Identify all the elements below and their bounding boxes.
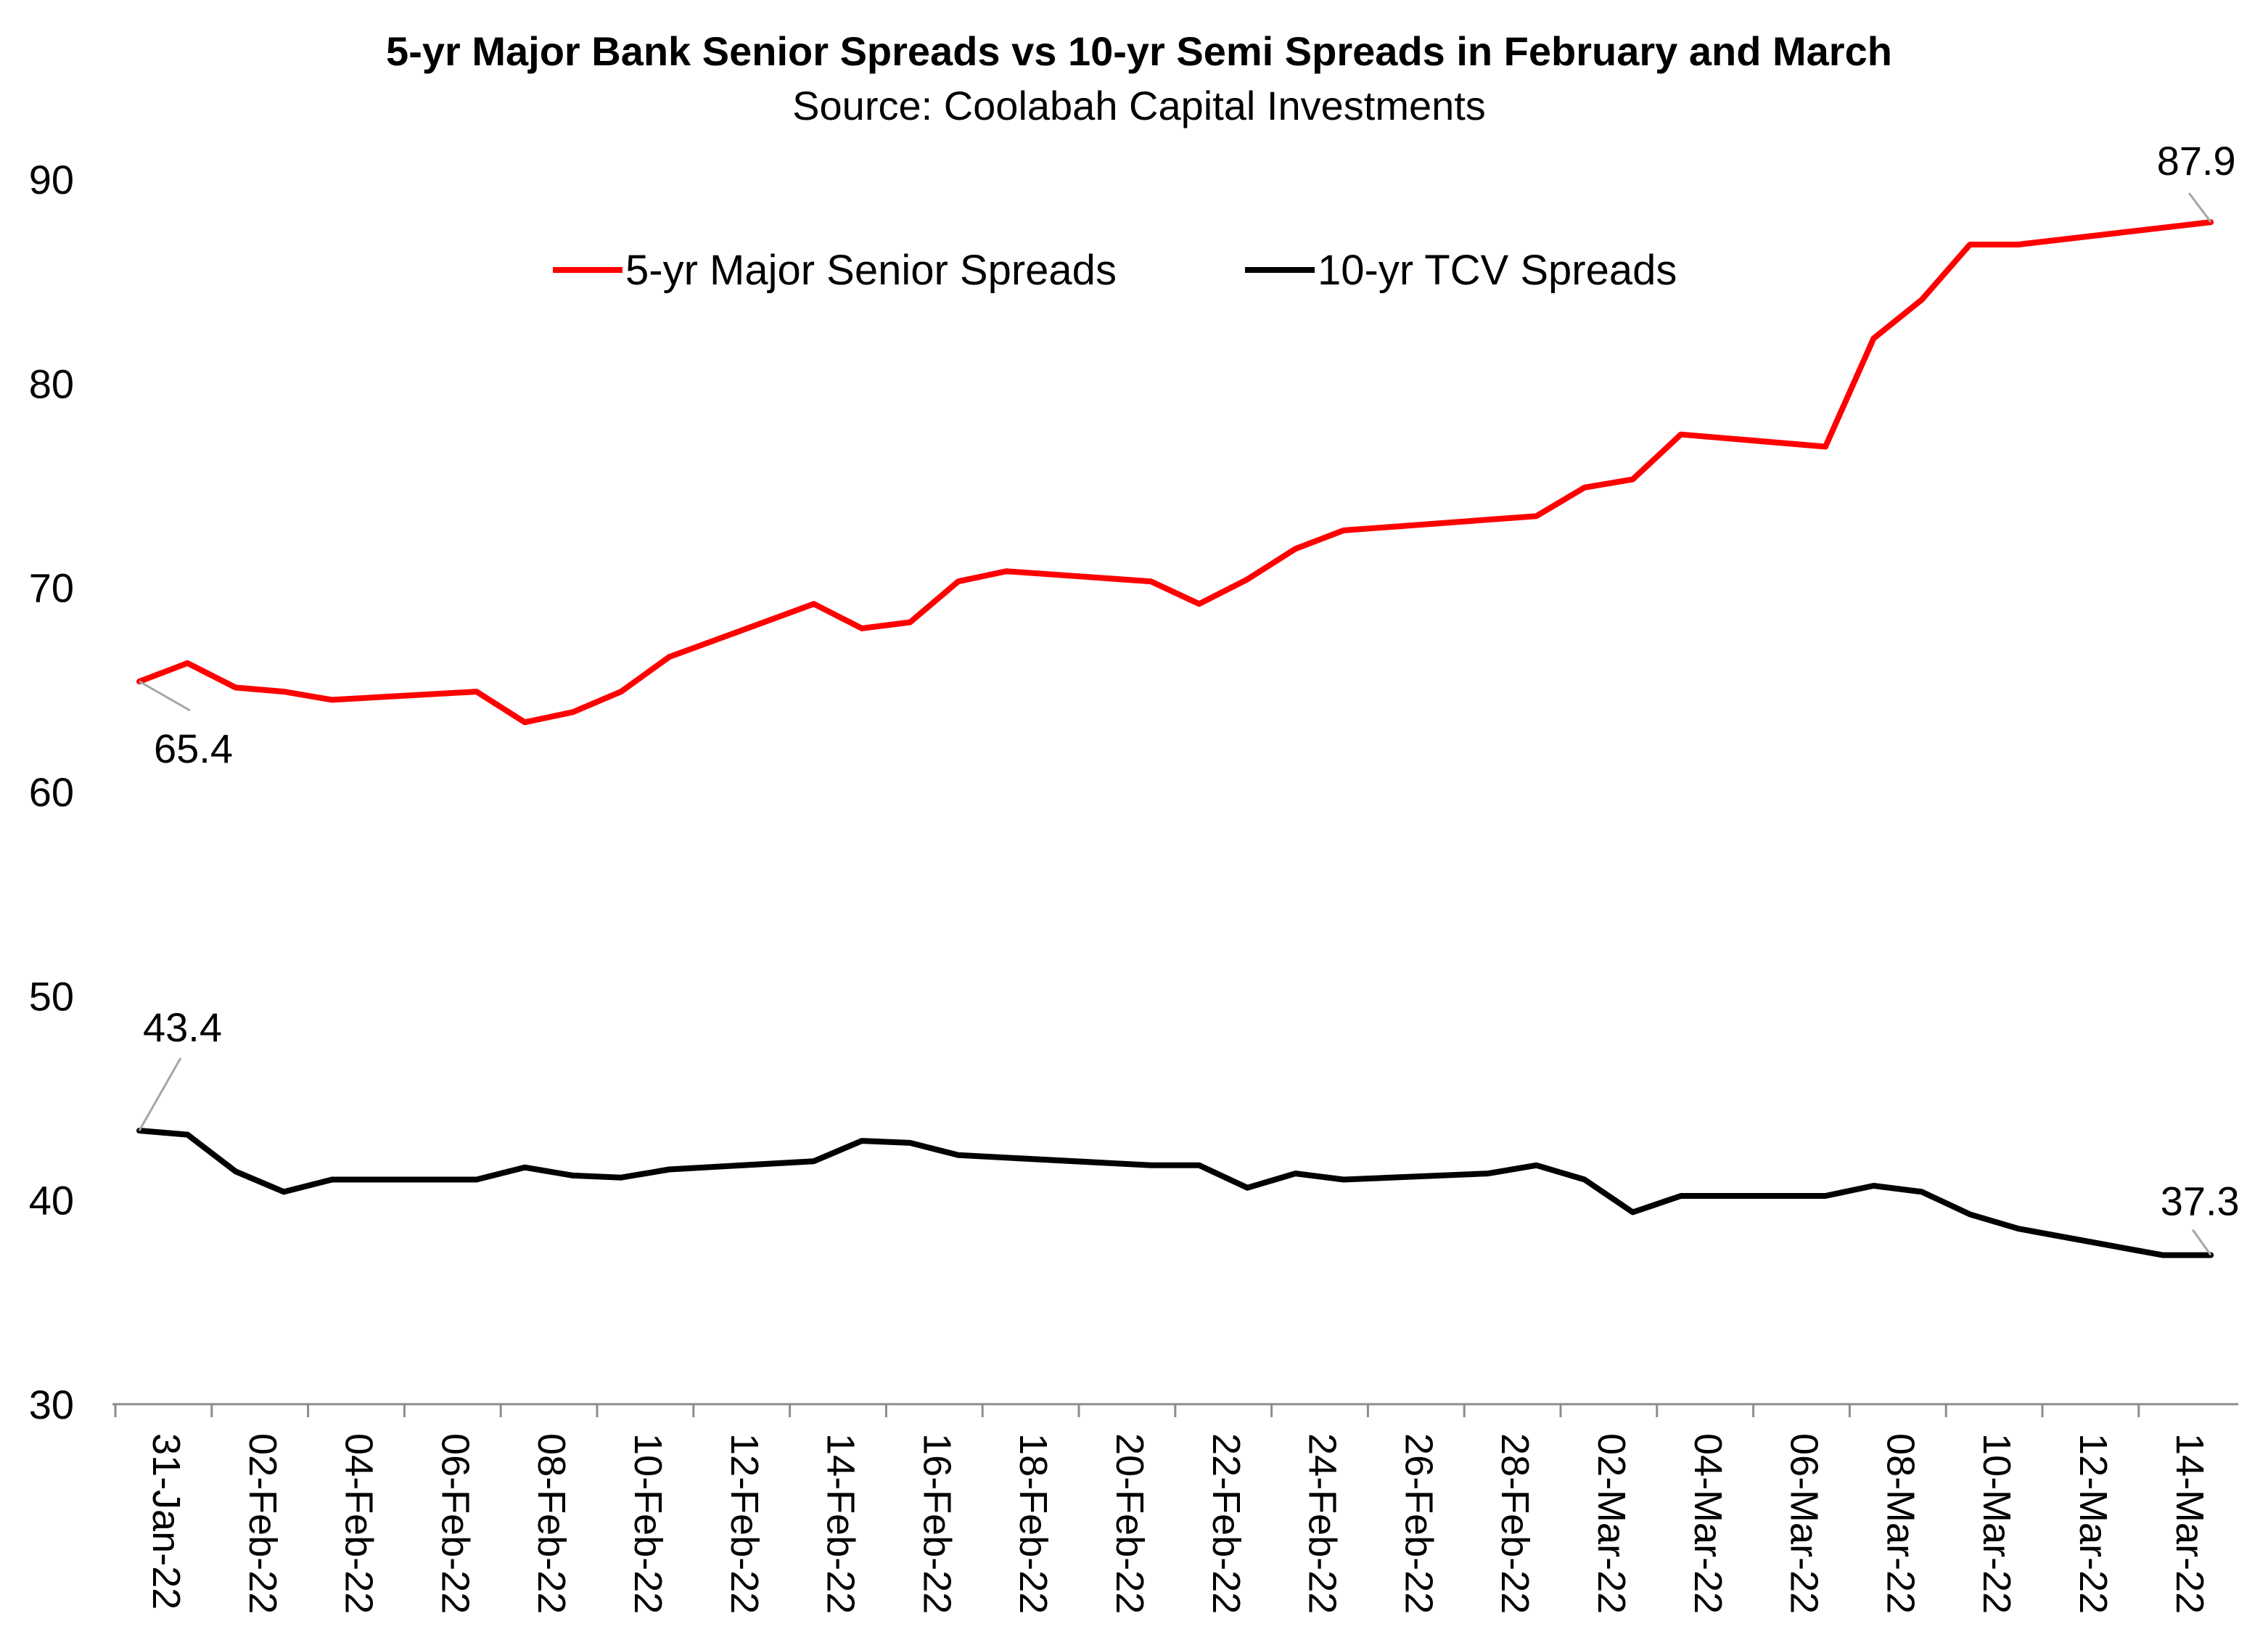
x-tick-label: 02-Feb-22	[241, 1433, 284, 1614]
x-tick-label: 04-Mar-22	[1686, 1433, 1730, 1614]
x-tick-label: 06-Mar-22	[1783, 1433, 1826, 1614]
x-tick-label: 14-Feb-22	[819, 1433, 863, 1614]
leader-line	[139, 680, 191, 712]
leader-line	[2191, 1229, 2212, 1256]
y-tick-label: 30	[29, 1382, 74, 1427]
data-point	[1825, 446, 1826, 448]
data-point	[1825, 1195, 1826, 1197]
chart-subtitle: Source: Coolabah Capital Investments	[792, 83, 1486, 128]
leader-line	[138, 1057, 182, 1131]
data-label: 87.9	[2157, 138, 2236, 184]
data-point	[572, 711, 574, 713]
data-point	[813, 1160, 815, 1162]
data-point	[476, 1179, 477, 1181]
data-point	[186, 1134, 188, 1136]
data-point	[909, 621, 911, 623]
x-tick-label: 24-Feb-22	[1301, 1433, 1344, 1614]
data-point	[620, 1177, 622, 1178]
x-tick-label: 08-Mar-22	[1878, 1433, 1922, 1614]
x-tick-label: 10-Feb-22	[626, 1433, 670, 1614]
x-tick-label: 28-Feb-22	[1493, 1433, 1537, 1614]
x-tick-label: 06-Feb-22	[433, 1433, 477, 1614]
x-tick-label: 31-Jan-22	[144, 1433, 188, 1610]
y-tick-label: 50	[29, 973, 74, 1019]
legend: 5-yr Major Senior Spreads 10-yr TCV Spre…	[553, 247, 1677, 294]
series-line-0	[136, 219, 2214, 726]
data-point	[1487, 1173, 1489, 1174]
legend-label-tcv: 10-yr TCV Spreads	[1318, 247, 1677, 294]
series-lines	[136, 219, 2214, 1258]
data-point	[1632, 479, 1633, 480]
data-point	[1873, 1185, 1874, 1186]
x-tick-label: 04-Feb-22	[337, 1433, 381, 1614]
data-point	[1536, 515, 1537, 517]
data-point	[1680, 1195, 1682, 1197]
x-tick-label: 02-Mar-22	[1590, 1433, 1633, 1614]
y-tick-label: 90	[29, 157, 74, 202]
x-tick-label: 20-Feb-22	[1108, 1433, 1151, 1614]
data-label: 43.4	[143, 1004, 222, 1050]
leader-line	[2187, 192, 2212, 223]
data-point	[1969, 1213, 1971, 1215]
data-point	[1632, 1212, 1633, 1213]
data-labels: 65.4 87.9 43.4 37.3	[138, 138, 2240, 1256]
y-tick-label: 80	[29, 361, 74, 406]
data-label: 37.3	[2161, 1178, 2240, 1224]
x-tick-label: 18-Feb-22	[1011, 1433, 1055, 1614]
data-point	[235, 1171, 237, 1172]
data-point	[1295, 1173, 1297, 1174]
y-tick-label: 70	[29, 565, 74, 611]
y-axis: 30 40 50 60 70 80 90	[29, 157, 74, 1427]
data-point	[1246, 578, 1248, 580]
x-tick-label: 08-Feb-22	[530, 1433, 573, 1614]
x-tick-label: 22-Feb-22	[1204, 1433, 1248, 1614]
x-tick-label: 12-Mar-22	[2071, 1433, 2115, 1614]
data-point	[1680, 434, 1682, 435]
data-point	[1921, 299, 1923, 300]
data-point	[668, 1168, 670, 1170]
x-tick-label: 14-Mar-22	[2168, 1433, 2211, 1614]
x-tick-label: 10-Mar-22	[1975, 1433, 2018, 1614]
x-tick-label: 26-Feb-22	[1397, 1433, 1440, 1614]
data-point	[1873, 337, 1874, 339]
data-point	[572, 1175, 574, 1176]
y-tick-label: 40	[29, 1178, 74, 1223]
data-point	[909, 1142, 911, 1144]
x-tick-label: 16-Feb-22	[915, 1433, 958, 1614]
chart-title: 5-yr Major Bank Senior Spreads vs 10-yr …	[386, 28, 1892, 74]
data-point	[1006, 570, 1007, 572]
y-tick-label: 60	[29, 769, 74, 815]
x-tick-label: 12-Feb-22	[723, 1433, 766, 1614]
legend-label-senior: 5-yr Major Senior Spreads	[625, 247, 1117, 294]
x-axis: 31-Jan-22 02-Feb-22 04-Feb-22 06-Feb-22 08-F…	[112, 1403, 2238, 1614]
data-point	[235, 687, 237, 689]
data-label: 65.4	[154, 726, 233, 771]
series-line-1	[136, 1128, 2214, 1258]
data-point	[1246, 1187, 1248, 1189]
